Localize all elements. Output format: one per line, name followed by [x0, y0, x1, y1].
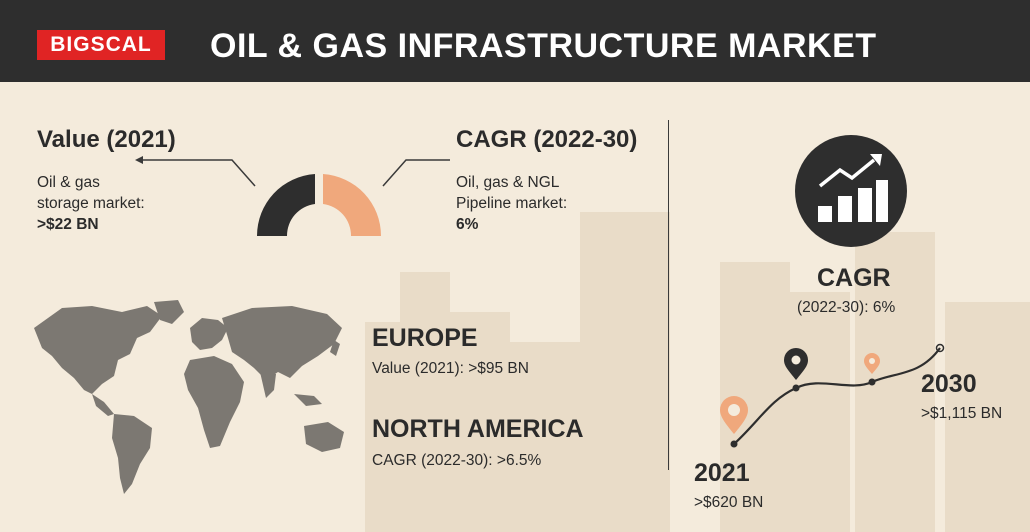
location-pin-icon	[864, 353, 880, 374]
region-europe-detail: Value (2021): >$95 BN	[372, 360, 529, 377]
growth-detail: (2022-30): 6%	[797, 299, 896, 316]
value-heading: Value (2021)	[37, 126, 176, 153]
region-north-america-name: NORTH AMERICA	[372, 415, 584, 443]
region-europe-name: EUROPE	[372, 324, 478, 352]
growth-end-value: >$1,115 BN	[921, 405, 1003, 422]
gauge-icon	[256, 174, 382, 236]
region-north-america-detail: CAGR (2022-30): >6.5%	[372, 452, 542, 469]
value-line-1: Oil & gas	[37, 174, 100, 191]
page-title: OIL & GAS INFRASTRUCTURE MARKET	[210, 27, 877, 65]
cagr-heading: CAGR (2022-30)	[456, 126, 638, 153]
location-pin-icon	[784, 348, 808, 380]
cagr-amount: 6%	[456, 216, 479, 233]
world-map-icon	[34, 300, 344, 494]
value-line-2: storage market:	[37, 195, 145, 212]
growth-end-year: 2030	[921, 370, 977, 398]
header-bar: BIGSCAL OIL & GAS INFRASTRUCTURE MARKET	[0, 0, 1030, 82]
cagr-line-2: Pipeline market:	[456, 195, 568, 212]
growth-start-value: >$620 BN	[694, 494, 764, 511]
skyline-background	[365, 212, 1030, 532]
vertical-divider	[668, 120, 669, 470]
value-amount: >$22 BN	[37, 216, 99, 233]
cagr-line-1: Oil, gas & NGL	[456, 174, 560, 191]
growth-curve	[720, 343, 945, 448]
growth-heading: CAGR	[817, 264, 891, 292]
growth-start-year: 2021	[694, 459, 750, 487]
bigscal-logo: BIGSCAL	[37, 30, 165, 60]
growth-chart-icon	[795, 135, 907, 247]
location-pin-icon	[720, 396, 748, 434]
